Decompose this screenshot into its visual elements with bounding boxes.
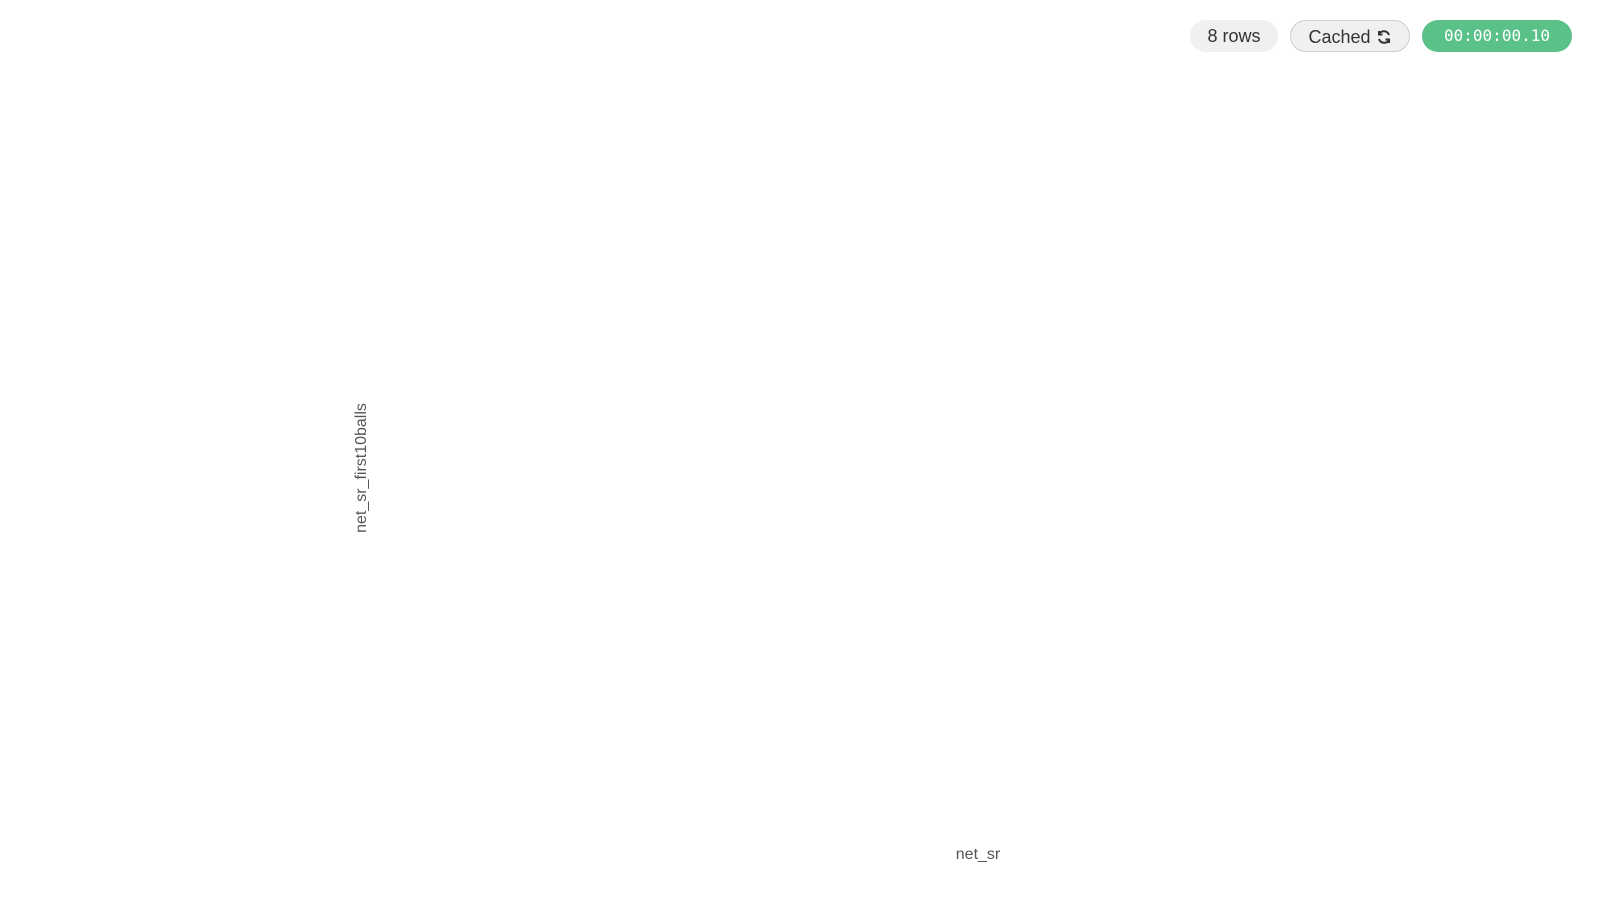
cached-text: Cached — [1308, 27, 1371, 47]
x-axis-label: net_sr — [956, 846, 1001, 863]
row-count: 8 rows — [1190, 20, 1278, 52]
timer: 00:00:00.10 — [1422, 20, 1572, 52]
y-axis-label: net_sr_first10balls — [353, 403, 370, 533]
